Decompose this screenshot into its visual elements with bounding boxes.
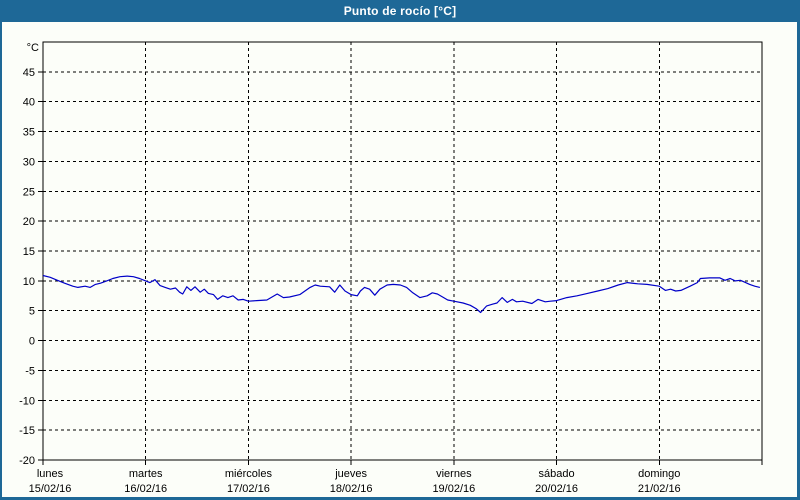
x-axis-date-label: 17/02/16: [227, 483, 270, 495]
y-axis-label: 5: [29, 306, 35, 318]
x-axis-day-label: sábado: [539, 468, 575, 480]
y-axis-label: -20: [19, 455, 35, 467]
x-axis-date-label: 16/02/16: [124, 483, 167, 495]
dew-point-series-line: [42, 274, 761, 314]
x-axis-day-label: miércoles: [225, 468, 273, 480]
x-axis-date-label: 20/02/16: [535, 483, 578, 495]
y-axis-label: 10: [23, 276, 35, 288]
y-axis-label: 20: [23, 216, 35, 228]
x-axis-day-label: martes: [129, 468, 163, 480]
x-axis-day-label: domingo: [638, 468, 680, 480]
x-axis-date-label: 21/02/16: [638, 483, 681, 495]
y-axis-label: -10: [19, 395, 35, 407]
y-axis-label: 45: [23, 67, 35, 79]
y-axis-label: 35: [23, 127, 35, 139]
y-axis-unit-label: °C: [27, 42, 39, 54]
plot-border: [42, 41, 763, 461]
x-axis-day-label: jueves: [334, 468, 367, 480]
x-axis-date-label: 15/02/16: [29, 483, 72, 495]
y-axis-label: 30: [23, 156, 35, 168]
y-axis-label: 25: [23, 186, 35, 198]
title-bar: Punto de rocío [°C]: [0, 0, 800, 22]
y-axis-label: 15: [23, 246, 35, 258]
x-axis-date-label: 19/02/16: [432, 483, 475, 495]
x-axis-day-label: lunes: [37, 468, 64, 480]
x-axis-day-label: viernes: [436, 468, 472, 480]
y-axis-label: -15: [19, 425, 35, 437]
y-axis-label: 0: [29, 336, 35, 348]
x-axis-date-label: 18/02/16: [330, 483, 373, 495]
y-axis-label: 40: [23, 97, 35, 109]
y-axis-label: -5: [25, 365, 35, 377]
chart-title: Punto de rocío [°C]: [343, 4, 457, 18]
